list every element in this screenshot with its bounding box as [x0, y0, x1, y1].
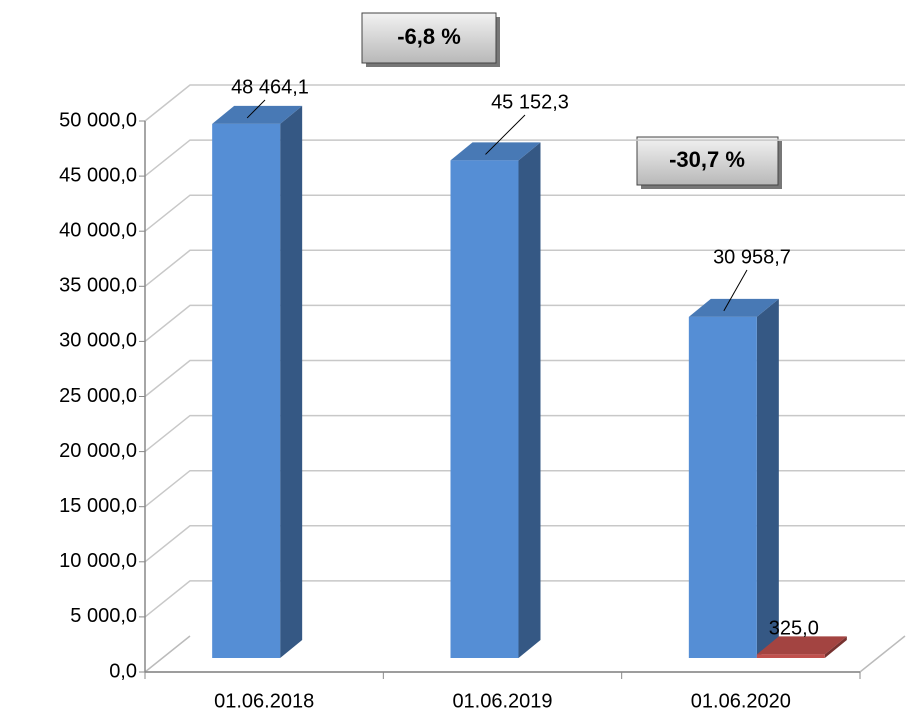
- data-label: 45 152,3: [491, 91, 569, 113]
- bar-face: [688, 298, 779, 317]
- y-tick-label: 15 000,0: [59, 495, 137, 517]
- bar-face: [450, 160, 519, 658]
- leader-line: [723, 269, 748, 312]
- y-tick-label: 45 000,0: [59, 164, 137, 186]
- data-label: 48 464,1: [231, 76, 309, 98]
- grid-line: [144, 194, 905, 232]
- bar-face: [824, 636, 847, 658]
- grid-line: [144, 84, 905, 122]
- grid-line: [144, 139, 905, 177]
- bar-face: [688, 316, 757, 658]
- bar: [688, 298, 779, 658]
- bar: [756, 636, 847, 658]
- bar-face: [280, 105, 303, 659]
- bar: [450, 142, 541, 659]
- annotation: -30,7 %: [669, 147, 745, 172]
- bar: [212, 105, 303, 659]
- y-tick-label: 20 000,0: [59, 440, 137, 462]
- annotation-box: -6,8 %: [361, 12, 500, 67]
- grid-line: [144, 580, 905, 618]
- annotation: -6,8 %: [397, 24, 461, 49]
- bar-face: [756, 654, 825, 658]
- grid-line: [144, 525, 905, 563]
- y-tick-label: 10 000,0: [59, 550, 137, 572]
- bar-face: [756, 636, 847, 655]
- bar-face: [450, 142, 541, 161]
- bar-face: [518, 142, 541, 659]
- bar-face: [212, 123, 281, 659]
- y-tick-label: 50 000,0: [59, 109, 137, 131]
- x-tick-label: 01.06.2020: [691, 690, 791, 712]
- y-tick-label: 25 000,0: [59, 385, 137, 407]
- y-tick-label: 5 000,0: [70, 605, 137, 627]
- bar-face: [756, 298, 779, 658]
- y-tick-label: 35 000,0: [59, 275, 137, 297]
- leader-line: [485, 114, 526, 155]
- data-label: 325,0: [769, 618, 819, 640]
- grid-line: [144, 304, 905, 342]
- y-tick-label: 40 000,0: [59, 219, 137, 241]
- x-tick-label: 01.06.2018: [214, 690, 314, 712]
- y-tick-label: 30 000,0: [59, 330, 137, 352]
- x-tick-label: 01.06.2019: [452, 690, 552, 712]
- grid-line: [144, 359, 905, 398]
- bar-face: [212, 105, 303, 124]
- data-label: 30 958,7: [713, 246, 791, 268]
- y-tick-label: 0,0: [109, 660, 137, 682]
- annotation-box: -30,7 %: [636, 136, 782, 189]
- grid-line: [144, 249, 905, 287]
- leader-line: [246, 99, 266, 119]
- grid-line: [144, 469, 905, 508]
- grid-line: [144, 414, 905, 453]
